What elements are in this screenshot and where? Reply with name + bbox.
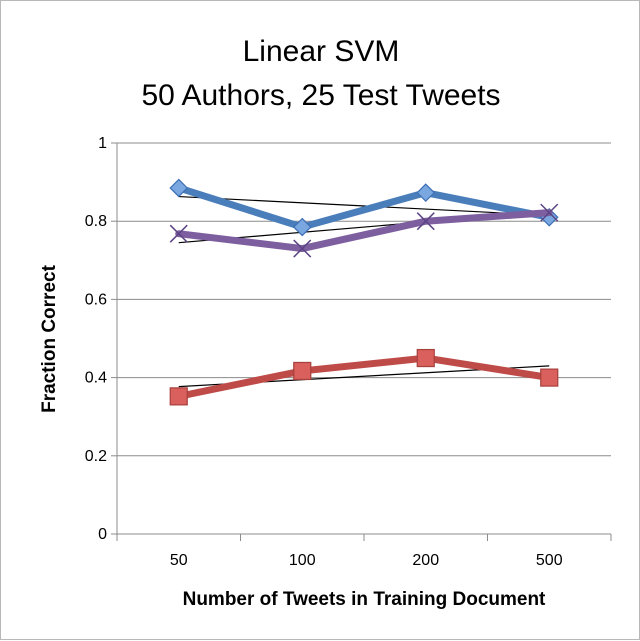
x-tick-label: 500 [536, 552, 563, 569]
chart-title-line-1: Linear SVM [243, 35, 400, 68]
diamond-marker [169, 178, 189, 198]
series-line-1 [175, 209, 553, 253]
y-axis-label: Fraction Correct [39, 264, 60, 412]
diamond-marker [292, 217, 312, 237]
x-marker-stroke [540, 203, 559, 222]
y-tick-label: 0 [98, 526, 107, 543]
x-marker-stroke [169, 224, 188, 243]
series-line-2 [175, 354, 553, 400]
x-tick-label: 100 [289, 552, 316, 569]
y-tick-label: 0.8 [85, 213, 107, 230]
x-tick-label: 200 [412, 552, 439, 569]
y-tick-label: 0.2 [85, 448, 107, 465]
series-layer [169, 178, 559, 406]
tick-label-layer: 0 0.2 0.4 0.6 0.8 1 50 100 200 500 [85, 135, 563, 569]
diamond-marker [416, 183, 436, 203]
y-tick-label: 0.6 [85, 291, 107, 308]
square-marker [169, 387, 188, 406]
square-marker [540, 368, 559, 387]
y-tick-label: 1 [98, 135, 107, 152]
chart-title-line-2: 50 Authors, 25 Test Tweets [141, 79, 500, 112]
series-line-0 [175, 184, 553, 231]
trendline-0 [178, 195, 550, 216]
trendline-layer [178, 195, 550, 388]
x-marker-stroke [293, 239, 312, 258]
x-marker-stroke [416, 212, 435, 231]
square-marker [293, 361, 312, 381]
x-axis-label: Number of Tweets in Training Document [183, 589, 546, 610]
x-tick-label: 50 [170, 552, 188, 569]
axis-layer [111, 142, 612, 541]
square-marker [416, 348, 435, 368]
y-tick-label: 0.4 [85, 370, 107, 387]
